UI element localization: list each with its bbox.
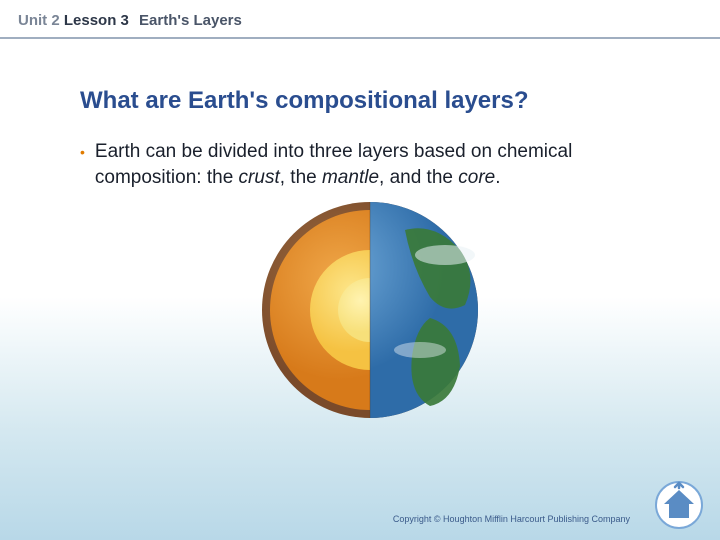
- copyright-text: Copyright © Houghton Mifflin Harcourt Pu…: [393, 514, 630, 524]
- bullet-text: Earth can be divided into three layers b…: [95, 139, 660, 190]
- bullet-sep1: , the: [280, 167, 322, 188]
- slide-header: Unit 2 Lesson 3 Earth's Layers: [0, 0, 720, 37]
- term-mantle: mantle: [322, 167, 379, 188]
- globe-cloud: [415, 245, 475, 265]
- term-crust: crust: [239, 167, 280, 188]
- slide-body: What are Earth's compositional layers? •…: [0, 39, 720, 420]
- bullet-suffix: .: [495, 167, 500, 188]
- unit-label: Unit 2: [18, 12, 60, 29]
- bullet-sep2: , and the: [379, 167, 458, 188]
- lesson-label: Lesson 3: [64, 12, 129, 29]
- bullet-item: • Earth can be divided into three layers…: [80, 139, 660, 190]
- question-heading: What are Earth's compositional layers?: [80, 87, 660, 115]
- bullet-marker-icon: •: [80, 139, 85, 165]
- home-button[interactable]: [654, 480, 704, 530]
- term-core: core: [458, 167, 495, 188]
- earth-layers-diagram: [235, 200, 505, 420]
- globe-cloud: [394, 342, 446, 358]
- topic-label: Earth's Layers: [139, 12, 242, 29]
